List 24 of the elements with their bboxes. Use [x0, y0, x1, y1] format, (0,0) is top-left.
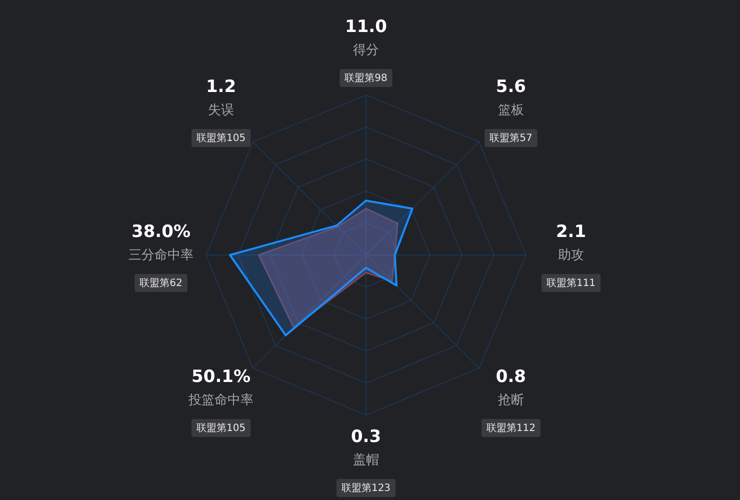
text: 联盟第105	[196, 422, 246, 434]
spoke-label: 助攻	[558, 248, 584, 263]
text: 联盟第112	[486, 422, 536, 434]
text: 0.3	[350, 427, 382, 447]
text: 2.1	[556, 222, 586, 242]
spoke-label: 篮板	[498, 103, 524, 118]
text: 11.0	[345, 17, 388, 37]
text: 5.6	[496, 77, 526, 98]
text: 0.8	[496, 366, 526, 387]
text: 联盟第111	[546, 277, 596, 289]
spoke-label: 抢断	[498, 392, 524, 408]
spoke-label: 投篮命中率	[188, 392, 254, 408]
text: 38.0%	[132, 222, 190, 242]
text: 1.2	[206, 77, 236, 98]
text: 联盟第98	[344, 72, 388, 84]
text: 联盟第57	[490, 132, 532, 144]
text: 联盟第62	[140, 277, 182, 289]
text: 50.1%	[192, 366, 251, 387]
spoke-label: 得分	[353, 43, 379, 58]
text: 联盟第123	[341, 482, 391, 494]
spoke-label: 盖帽	[353, 452, 379, 468]
text: 联盟第105	[196, 132, 246, 144]
spoke-label: 三分命中率	[128, 247, 194, 263]
spoke-label: 失误	[208, 103, 234, 118]
